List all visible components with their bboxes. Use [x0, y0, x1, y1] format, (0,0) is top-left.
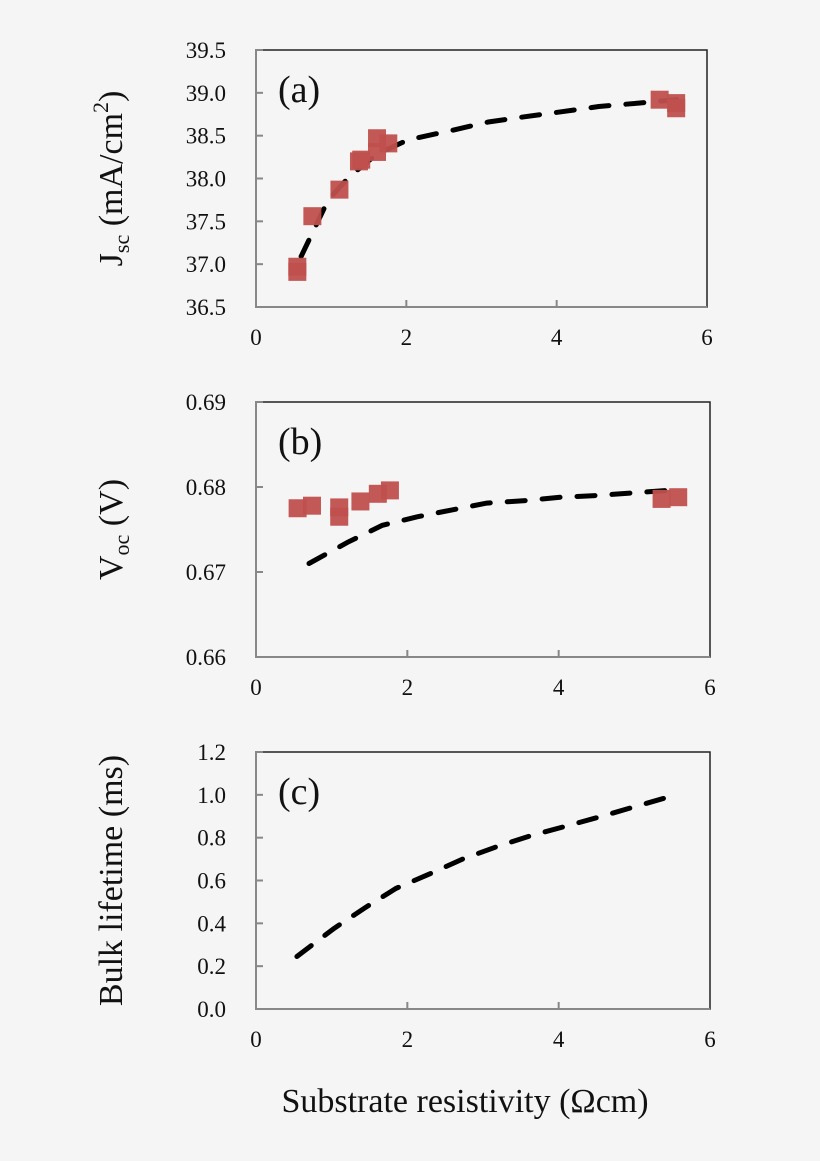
y-tick-label: 39.5: [186, 38, 226, 63]
plot-frame: [255, 49, 708, 308]
data-point-marker: [351, 492, 370, 511]
y-tick-label: 36.5: [186, 295, 226, 320]
panel-1: 36.5 37.0 37.5 38.0 38.5 39.0 39.5 0 2 4 6 (a) Jsc (…: [88, 38, 713, 350]
y-label-part: ): [93, 91, 130, 102]
data-point-marker: [652, 489, 671, 508]
data-point-marker: [303, 207, 322, 226]
panel-label: (c): [278, 771, 320, 813]
y-tick-label: 0.6: [197, 869, 226, 894]
data-point-marker: [667, 99, 686, 118]
y-tick-label: 0.68: [186, 475, 226, 500]
y-tick-label: 0.69: [186, 390, 226, 415]
y-axis-label: Bulk lifetime (ms): [93, 755, 130, 1006]
y-tick-label: 39.0: [186, 81, 226, 106]
y-tick-label: 1.0: [197, 783, 226, 808]
y-tick-label: 0.66: [186, 645, 226, 670]
x-tick-label: 0: [250, 325, 262, 350]
x-tick-label: 2: [401, 325, 413, 350]
y-axis-label: Voc (V): [93, 479, 134, 580]
x-tick-label: 2: [402, 1027, 414, 1052]
y-label-part: 2: [88, 102, 113, 113]
y-label-part: V: [93, 555, 130, 580]
y-label-part: sc: [109, 235, 134, 254]
y-tick-label: 0.2: [197, 954, 226, 979]
y-tick-label: 0.4: [197, 911, 226, 936]
plot-frame: [255, 751, 711, 1010]
y-tick-label: 38.5: [186, 124, 226, 149]
panel-label: (a): [278, 69, 320, 111]
data-point-marker: [650, 90, 669, 109]
panel-3: 0.0 0.2 0.4 0.6 0.8 1.0 1.2 0 2 4 6 (c) Bulk lifetim…: [93, 740, 716, 1052]
data-point-marker: [302, 496, 321, 515]
data-point-marker: [379, 134, 398, 153]
data-point-marker: [288, 499, 307, 518]
y-label-part: (V): [93, 479, 130, 535]
panel-2: 0.66 0.67 0.68 0.69 0 2 4 6 (b) Voc (V): [93, 390, 716, 700]
y-label-part: Bulk lifetime (ms): [93, 755, 130, 1006]
x-tick-label: 4: [553, 1027, 565, 1052]
x-tick-label: 4: [553, 675, 565, 700]
y-tick-label: 0.0: [197, 997, 226, 1022]
y-axis-label: Jsc (mA/cm2): [88, 91, 134, 267]
y-tick-label: 1.2: [197, 740, 226, 765]
plot-frame: [255, 401, 711, 658]
x-tick-label: 6: [704, 675, 716, 700]
x-axis-label: Substrate resistivity (Ωcm): [281, 1083, 648, 1120]
data-point-marker: [380, 481, 399, 500]
model-fit-line: [294, 791, 683, 959]
y-tick-label: 38.0: [186, 167, 226, 192]
data-point-marker: [330, 507, 349, 526]
x-tick-label: 0: [250, 675, 262, 700]
model-fit-line: [306, 487, 683, 566]
data-point-marker: [669, 488, 688, 507]
x-tick-label: 4: [551, 325, 563, 350]
y-label-part: oc: [109, 534, 134, 555]
x-tick-label: 6: [701, 325, 713, 350]
data-point-marker: [330, 180, 349, 199]
data-point-marker: [352, 150, 371, 169]
data-point-marker: [288, 257, 307, 276]
panel-label: (b): [278, 421, 322, 463]
x-tick-label: 2: [402, 675, 414, 700]
y-label-part: (mA/cm: [93, 113, 130, 235]
y-label-part: J: [93, 253, 130, 266]
y-tick-label: 37.0: [186, 252, 226, 277]
y-tick-label: 0.67: [186, 560, 226, 585]
y-tick-label: 37.5: [186, 209, 226, 234]
x-tick-label: 0: [250, 1027, 262, 1052]
x-tick-label: 6: [704, 1027, 716, 1052]
y-tick-label: 0.8: [197, 826, 226, 851]
